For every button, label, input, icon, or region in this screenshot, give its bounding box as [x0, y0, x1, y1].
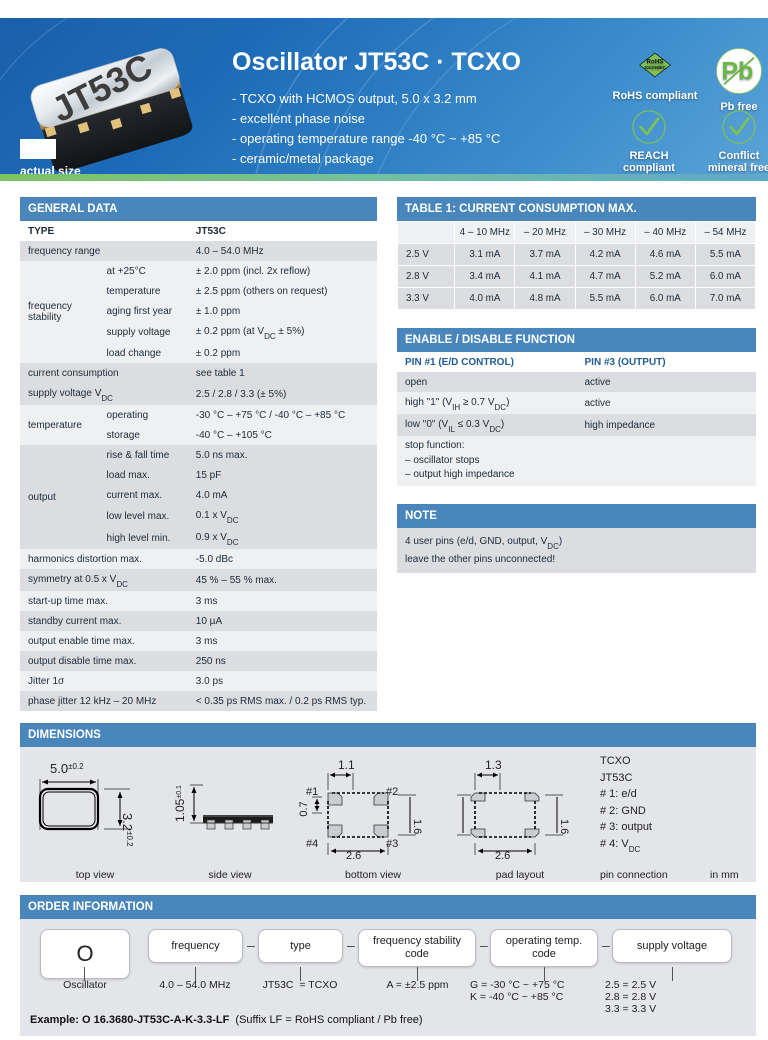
svg-text:3.2±0.2: 3.2±0.2 [120, 813, 135, 847]
svg-text:1.6: 1.6 [411, 819, 423, 834]
svg-text:#1: #1 [306, 786, 318, 798]
svg-text:5.0±0.2: 5.0±0.2 [50, 761, 84, 776]
svg-text:2.6: 2.6 [495, 850, 510, 860]
svg-text:1.6: 1.6 [558, 819, 570, 834]
svg-text:0.7: 0.7 [298, 801, 310, 816]
svg-text:1.1: 1.1 [338, 758, 355, 772]
svg-text:2.6: 2.6 [346, 850, 361, 860]
svg-text:#4: #4 [306, 838, 318, 850]
svg-text:2011/65/EC: 2011/65/EC [644, 65, 666, 70]
svg-text:1.05±0.1: 1.05±0.1 [173, 785, 187, 822]
svg-text:1.3: 1.3 [485, 758, 502, 772]
svg-text:RoHS: RoHS [647, 58, 664, 65]
